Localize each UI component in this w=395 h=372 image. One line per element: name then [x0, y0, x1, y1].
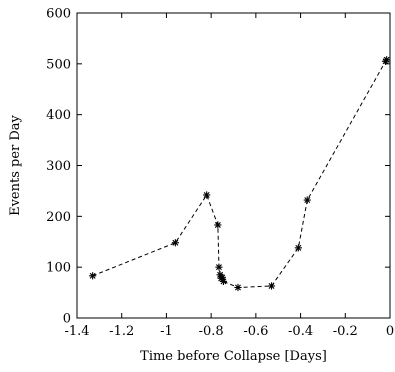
data-point-marker	[294, 244, 302, 252]
series-line	[92, 59, 388, 289]
x-tick-label: -0.6	[243, 324, 268, 339]
y-tick-label: 100	[46, 261, 71, 276]
x-tick-label: 0	[386, 324, 394, 339]
x-tick-label: -1.2	[109, 324, 134, 339]
x-tick-label: -1	[160, 324, 173, 339]
x-axis-label: Time before Collapse [Days]	[140, 349, 327, 364]
axis-ticks	[76, 12, 391, 319]
data-point-marker	[218, 273, 226, 281]
y-tick-label: 500	[46, 57, 71, 72]
y-tick-label: 200	[46, 210, 71, 225]
data-markers	[89, 56, 391, 292]
x-tick-label: -1.4	[64, 324, 89, 339]
data-point-marker	[267, 282, 276, 290]
x-tick-label: -0.4	[288, 324, 313, 339]
data-point-marker	[171, 239, 179, 247]
data-point-marker	[203, 191, 211, 199]
plot-frame	[76, 12, 391, 319]
x-tick-labels: -1.4 -1.2 -1 -0.8 -0.6 -0.4 -0.2 0	[64, 324, 394, 339]
y-tick-labels: 0 100 200 300 400 500 600	[46, 7, 71, 327]
data-point-marker	[214, 221, 222, 229]
data-point-marker	[89, 272, 97, 280]
y-tick-label: 400	[46, 108, 71, 123]
y-tick-label: 600	[46, 7, 71, 22]
y-axis-label: Events per Day	[8, 114, 23, 215]
data-point-marker	[234, 283, 242, 292]
data-point-marker	[303, 196, 311, 204]
data-point-marker	[219, 277, 228, 285]
y-tick-label: 0	[63, 312, 71, 327]
data-point-marker	[383, 56, 391, 64]
x-tick-label: -0.2	[333, 324, 358, 339]
y-tick-label: 300	[46, 159, 71, 174]
data-point-marker	[215, 263, 223, 271]
x-tick-label: -0.8	[199, 324, 224, 339]
